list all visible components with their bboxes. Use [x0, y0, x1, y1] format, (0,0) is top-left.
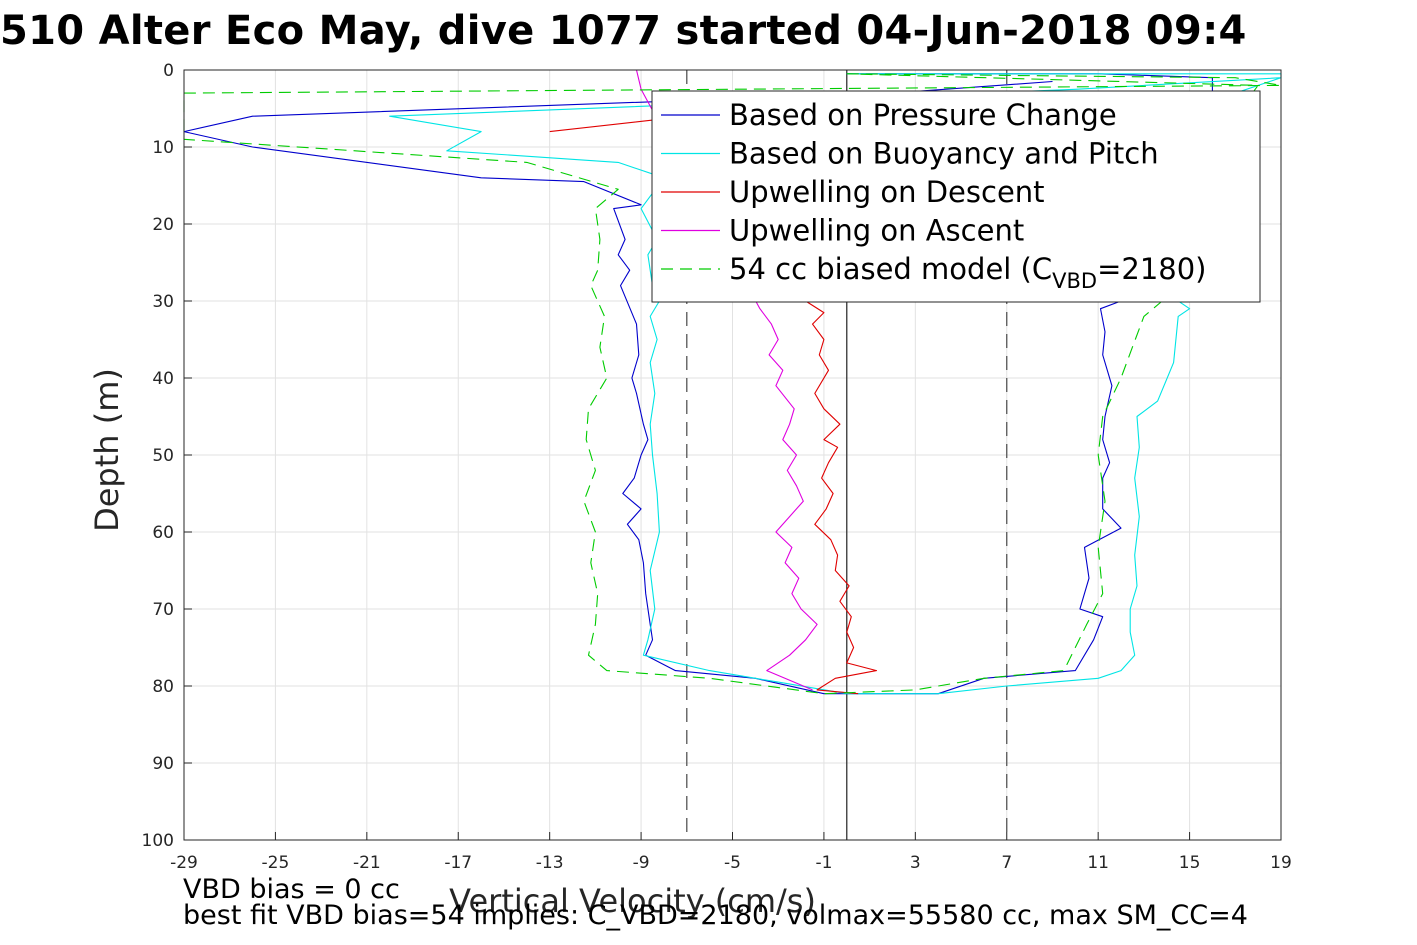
y-tick-label: 50	[152, 446, 174, 466]
y-tick-label: 70	[152, 600, 174, 620]
x-tick-label: 15	[1179, 853, 1201, 873]
footer-vbd-bias: VBD bias = 0 cc	[183, 874, 400, 905]
x-tick-label: -1	[815, 853, 832, 873]
x-tick-label: -9	[633, 853, 650, 873]
x-tick-label: -13	[536, 853, 564, 873]
x-tick-label: 11	[1087, 853, 1109, 873]
x-tick-label: -17	[444, 853, 472, 873]
x-tick-label: 3	[910, 853, 921, 873]
y-tick-label: 30	[152, 292, 174, 312]
series-line	[549, 115, 878, 695]
y-tick-label: 100	[142, 831, 174, 851]
legend-entry: Upwelling on Ascent	[729, 214, 1024, 248]
chart-title: 510 Alter Eco May, dive 1077 started 04-…	[0, 8, 1247, 54]
footer-best-fit: best fit VBD bias=54 implies: C_VBD=2180…	[183, 900, 1248, 931]
y-tick-label: 90	[152, 754, 174, 774]
legend-entry: Based on Buoyancy and Pitch	[729, 137, 1159, 171]
series-line	[635, 69, 818, 691]
series-line	[183, 73, 1282, 695]
legend-entry: Based on Pressure Change	[729, 98, 1117, 132]
axis-ticks: -29 -25 -21 -17 -13 -9 -5 -1 3 7 11 15 1901020304050…	[142, 61, 1292, 873]
x-tick-label: 7	[1001, 853, 1012, 873]
y-tick-label: 40	[152, 369, 174, 389]
y-tick-label: 0	[163, 61, 174, 81]
y-tick-label: 20	[152, 215, 174, 235]
y-tick-label: 10	[152, 138, 174, 158]
legend-entry: Upwelling on Descent	[729, 175, 1045, 209]
x-tick-label: -5	[724, 853, 741, 873]
y-axis-label: Depth (m)	[88, 368, 126, 532]
legend-entry: 54 cc biased model (CVBD=2180)	[729, 252, 1207, 293]
series-line	[183, 73, 1213, 695]
x-tick-label: 19	[1270, 853, 1292, 873]
legend-box	[651, 90, 1261, 303]
x-tick-label: -25	[262, 853, 290, 873]
y-tick-label: 60	[152, 523, 174, 543]
x-tick-label: -29	[170, 853, 198, 873]
y-tick-label: 80	[152, 677, 174, 697]
x-tick-label: -21	[353, 853, 381, 873]
legend: Based on Pressure Change Based on Buoyanc…	[651, 90, 1261, 303]
x-axis-label: Vertical Velocity (cm/s)	[449, 882, 816, 920]
